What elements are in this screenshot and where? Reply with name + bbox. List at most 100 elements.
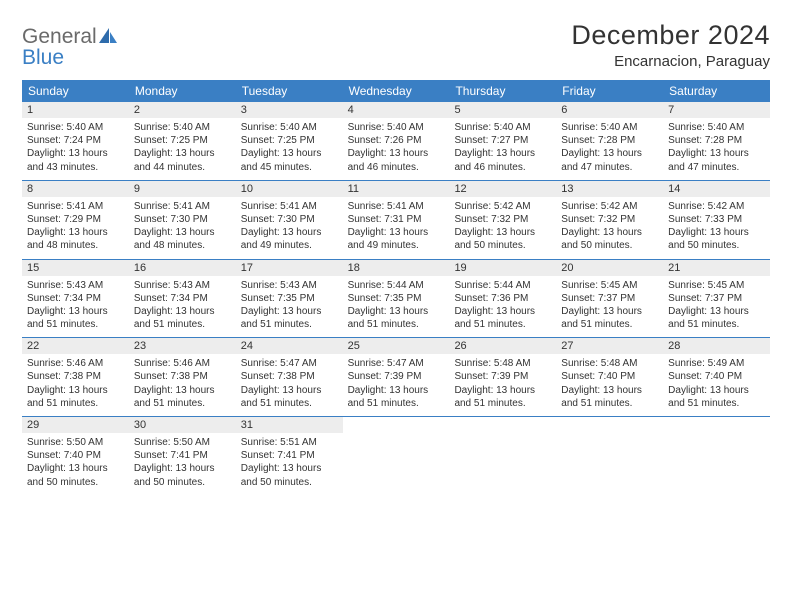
calendar-cell: 8Sunrise: 5:41 AMSunset: 7:29 PMDaylight… xyxy=(22,181,129,259)
day-number: 14 xyxy=(663,181,770,197)
calendar-week-row: 29Sunrise: 5:50 AMSunset: 7:40 PMDayligh… xyxy=(22,417,770,495)
cell-details: Sunrise: 5:51 AMSunset: 7:41 PMDaylight:… xyxy=(236,433,343,491)
calendar-week-row: 15Sunrise: 5:43 AMSunset: 7:34 PMDayligh… xyxy=(22,260,770,339)
calendar-cell: 13Sunrise: 5:42 AMSunset: 7:32 PMDayligh… xyxy=(556,181,663,259)
calendar-cell: 12Sunrise: 5:42 AMSunset: 7:32 PMDayligh… xyxy=(449,181,556,259)
logo-word1: General xyxy=(22,25,97,48)
calendar-cell: 11Sunrise: 5:41 AMSunset: 7:31 PMDayligh… xyxy=(343,181,450,259)
day-number: 23 xyxy=(129,338,236,354)
day-number: 8 xyxy=(22,181,129,197)
calendar-cell: 5Sunrise: 5:40 AMSunset: 7:27 PMDaylight… xyxy=(449,102,556,180)
calendar-cell: 27Sunrise: 5:48 AMSunset: 7:40 PMDayligh… xyxy=(556,338,663,416)
logo-word2: Blue xyxy=(22,46,64,69)
day-number: 9 xyxy=(129,181,236,197)
day-number: 30 xyxy=(129,417,236,433)
cell-details: Sunrise: 5:44 AMSunset: 7:35 PMDaylight:… xyxy=(343,276,450,334)
calendar-cell: 10Sunrise: 5:41 AMSunset: 7:30 PMDayligh… xyxy=(236,181,343,259)
page-header: GeneralBlue December 2024 Encarnacion, P… xyxy=(22,20,770,70)
cell-details: Sunrise: 5:47 AMSunset: 7:39 PMDaylight:… xyxy=(343,354,450,412)
cell-details: Sunrise: 5:41 AMSunset: 7:31 PMDaylight:… xyxy=(343,197,450,255)
day-header: Monday xyxy=(129,80,236,102)
location-label: Encarnacion, Paraguay xyxy=(571,53,770,70)
cell-details: Sunrise: 5:46 AMSunset: 7:38 PMDaylight:… xyxy=(129,354,236,412)
month-title: December 2024 xyxy=(571,20,770,51)
cell-details: Sunrise: 5:40 AMSunset: 7:25 PMDaylight:… xyxy=(129,118,236,176)
calendar-cell: 24Sunrise: 5:47 AMSunset: 7:38 PMDayligh… xyxy=(236,338,343,416)
cell-details: Sunrise: 5:42 AMSunset: 7:33 PMDaylight:… xyxy=(663,197,770,255)
logo: GeneralBlue xyxy=(22,26,117,68)
day-header: Thursday xyxy=(449,80,556,102)
day-number: 3 xyxy=(236,102,343,118)
day-number: 21 xyxy=(663,260,770,276)
day-number: 5 xyxy=(449,102,556,118)
day-number: 18 xyxy=(343,260,450,276)
calendar-cell xyxy=(556,417,663,495)
cell-details: Sunrise: 5:40 AMSunset: 7:24 PMDaylight:… xyxy=(22,118,129,176)
day-number: 12 xyxy=(449,181,556,197)
cell-details: Sunrise: 5:45 AMSunset: 7:37 PMDaylight:… xyxy=(556,276,663,334)
cell-details: Sunrise: 5:50 AMSunset: 7:41 PMDaylight:… xyxy=(129,433,236,491)
calendar-cell: 2Sunrise: 5:40 AMSunset: 7:25 PMDaylight… xyxy=(129,102,236,180)
calendar-cell: 3Sunrise: 5:40 AMSunset: 7:25 PMDaylight… xyxy=(236,102,343,180)
sail-icon xyxy=(99,26,117,47)
calendar-cell: 9Sunrise: 5:41 AMSunset: 7:30 PMDaylight… xyxy=(129,181,236,259)
calendar-cell: 29Sunrise: 5:50 AMSunset: 7:40 PMDayligh… xyxy=(22,417,129,495)
calendar-cell xyxy=(663,417,770,495)
day-number: 7 xyxy=(663,102,770,118)
cell-details: Sunrise: 5:45 AMSunset: 7:37 PMDaylight:… xyxy=(663,276,770,334)
calendar-cell: 14Sunrise: 5:42 AMSunset: 7:33 PMDayligh… xyxy=(663,181,770,259)
calendar-cell: 16Sunrise: 5:43 AMSunset: 7:34 PMDayligh… xyxy=(129,260,236,338)
calendar-cell: 25Sunrise: 5:47 AMSunset: 7:39 PMDayligh… xyxy=(343,338,450,416)
calendar-cell: 22Sunrise: 5:46 AMSunset: 7:38 PMDayligh… xyxy=(22,338,129,416)
day-header: Friday xyxy=(556,80,663,102)
calendar-cell: 19Sunrise: 5:44 AMSunset: 7:36 PMDayligh… xyxy=(449,260,556,338)
day-number: 31 xyxy=(236,417,343,433)
cell-details: Sunrise: 5:41 AMSunset: 7:29 PMDaylight:… xyxy=(22,197,129,255)
day-number: 22 xyxy=(22,338,129,354)
day-number: 20 xyxy=(556,260,663,276)
day-number: 10 xyxy=(236,181,343,197)
calendar-cell: 30Sunrise: 5:50 AMSunset: 7:41 PMDayligh… xyxy=(129,417,236,495)
day-number: 4 xyxy=(343,102,450,118)
day-header: Saturday xyxy=(663,80,770,102)
calendar-cell: 20Sunrise: 5:45 AMSunset: 7:37 PMDayligh… xyxy=(556,260,663,338)
calendar-day-headers: SundayMondayTuesdayWednesdayThursdayFrid… xyxy=(22,80,770,102)
calendar-cell: 7Sunrise: 5:40 AMSunset: 7:28 PMDaylight… xyxy=(663,102,770,180)
cell-details: Sunrise: 5:40 AMSunset: 7:28 PMDaylight:… xyxy=(556,118,663,176)
cell-details: Sunrise: 5:40 AMSunset: 7:28 PMDaylight:… xyxy=(663,118,770,176)
logo-text: GeneralBlue xyxy=(22,26,117,68)
calendar-cell: 4Sunrise: 5:40 AMSunset: 7:26 PMDaylight… xyxy=(343,102,450,180)
cell-details: Sunrise: 5:48 AMSunset: 7:39 PMDaylight:… xyxy=(449,354,556,412)
calendar-body: 1Sunrise: 5:40 AMSunset: 7:24 PMDaylight… xyxy=(22,102,770,495)
calendar-week-row: 8Sunrise: 5:41 AMSunset: 7:29 PMDaylight… xyxy=(22,181,770,260)
cell-details: Sunrise: 5:40 AMSunset: 7:27 PMDaylight:… xyxy=(449,118,556,176)
day-number: 15 xyxy=(22,260,129,276)
cell-details: Sunrise: 5:47 AMSunset: 7:38 PMDaylight:… xyxy=(236,354,343,412)
day-number: 26 xyxy=(449,338,556,354)
cell-details: Sunrise: 5:41 AMSunset: 7:30 PMDaylight:… xyxy=(129,197,236,255)
calendar-cell: 17Sunrise: 5:43 AMSunset: 7:35 PMDayligh… xyxy=(236,260,343,338)
day-header: Sunday xyxy=(22,80,129,102)
calendar-cell xyxy=(449,417,556,495)
cell-details: Sunrise: 5:42 AMSunset: 7:32 PMDaylight:… xyxy=(556,197,663,255)
cell-details: Sunrise: 5:41 AMSunset: 7:30 PMDaylight:… xyxy=(236,197,343,255)
day-number: 19 xyxy=(449,260,556,276)
cell-details: Sunrise: 5:43 AMSunset: 7:34 PMDaylight:… xyxy=(129,276,236,334)
day-number: 17 xyxy=(236,260,343,276)
calendar-cell: 1Sunrise: 5:40 AMSunset: 7:24 PMDaylight… xyxy=(22,102,129,180)
day-number: 2 xyxy=(129,102,236,118)
calendar-cell: 21Sunrise: 5:45 AMSunset: 7:37 PMDayligh… xyxy=(663,260,770,338)
cell-details: Sunrise: 5:42 AMSunset: 7:32 PMDaylight:… xyxy=(449,197,556,255)
day-number: 27 xyxy=(556,338,663,354)
calendar-week-row: 1Sunrise: 5:40 AMSunset: 7:24 PMDaylight… xyxy=(22,102,770,181)
cell-details: Sunrise: 5:50 AMSunset: 7:40 PMDaylight:… xyxy=(22,433,129,491)
calendar-cell: 23Sunrise: 5:46 AMSunset: 7:38 PMDayligh… xyxy=(129,338,236,416)
day-number: 13 xyxy=(556,181,663,197)
day-header: Tuesday xyxy=(236,80,343,102)
cell-details: Sunrise: 5:40 AMSunset: 7:26 PMDaylight:… xyxy=(343,118,450,176)
calendar-cell: 18Sunrise: 5:44 AMSunset: 7:35 PMDayligh… xyxy=(343,260,450,338)
day-number: 25 xyxy=(343,338,450,354)
day-number: 1 xyxy=(22,102,129,118)
calendar-cell: 26Sunrise: 5:48 AMSunset: 7:39 PMDayligh… xyxy=(449,338,556,416)
calendar-cell xyxy=(343,417,450,495)
